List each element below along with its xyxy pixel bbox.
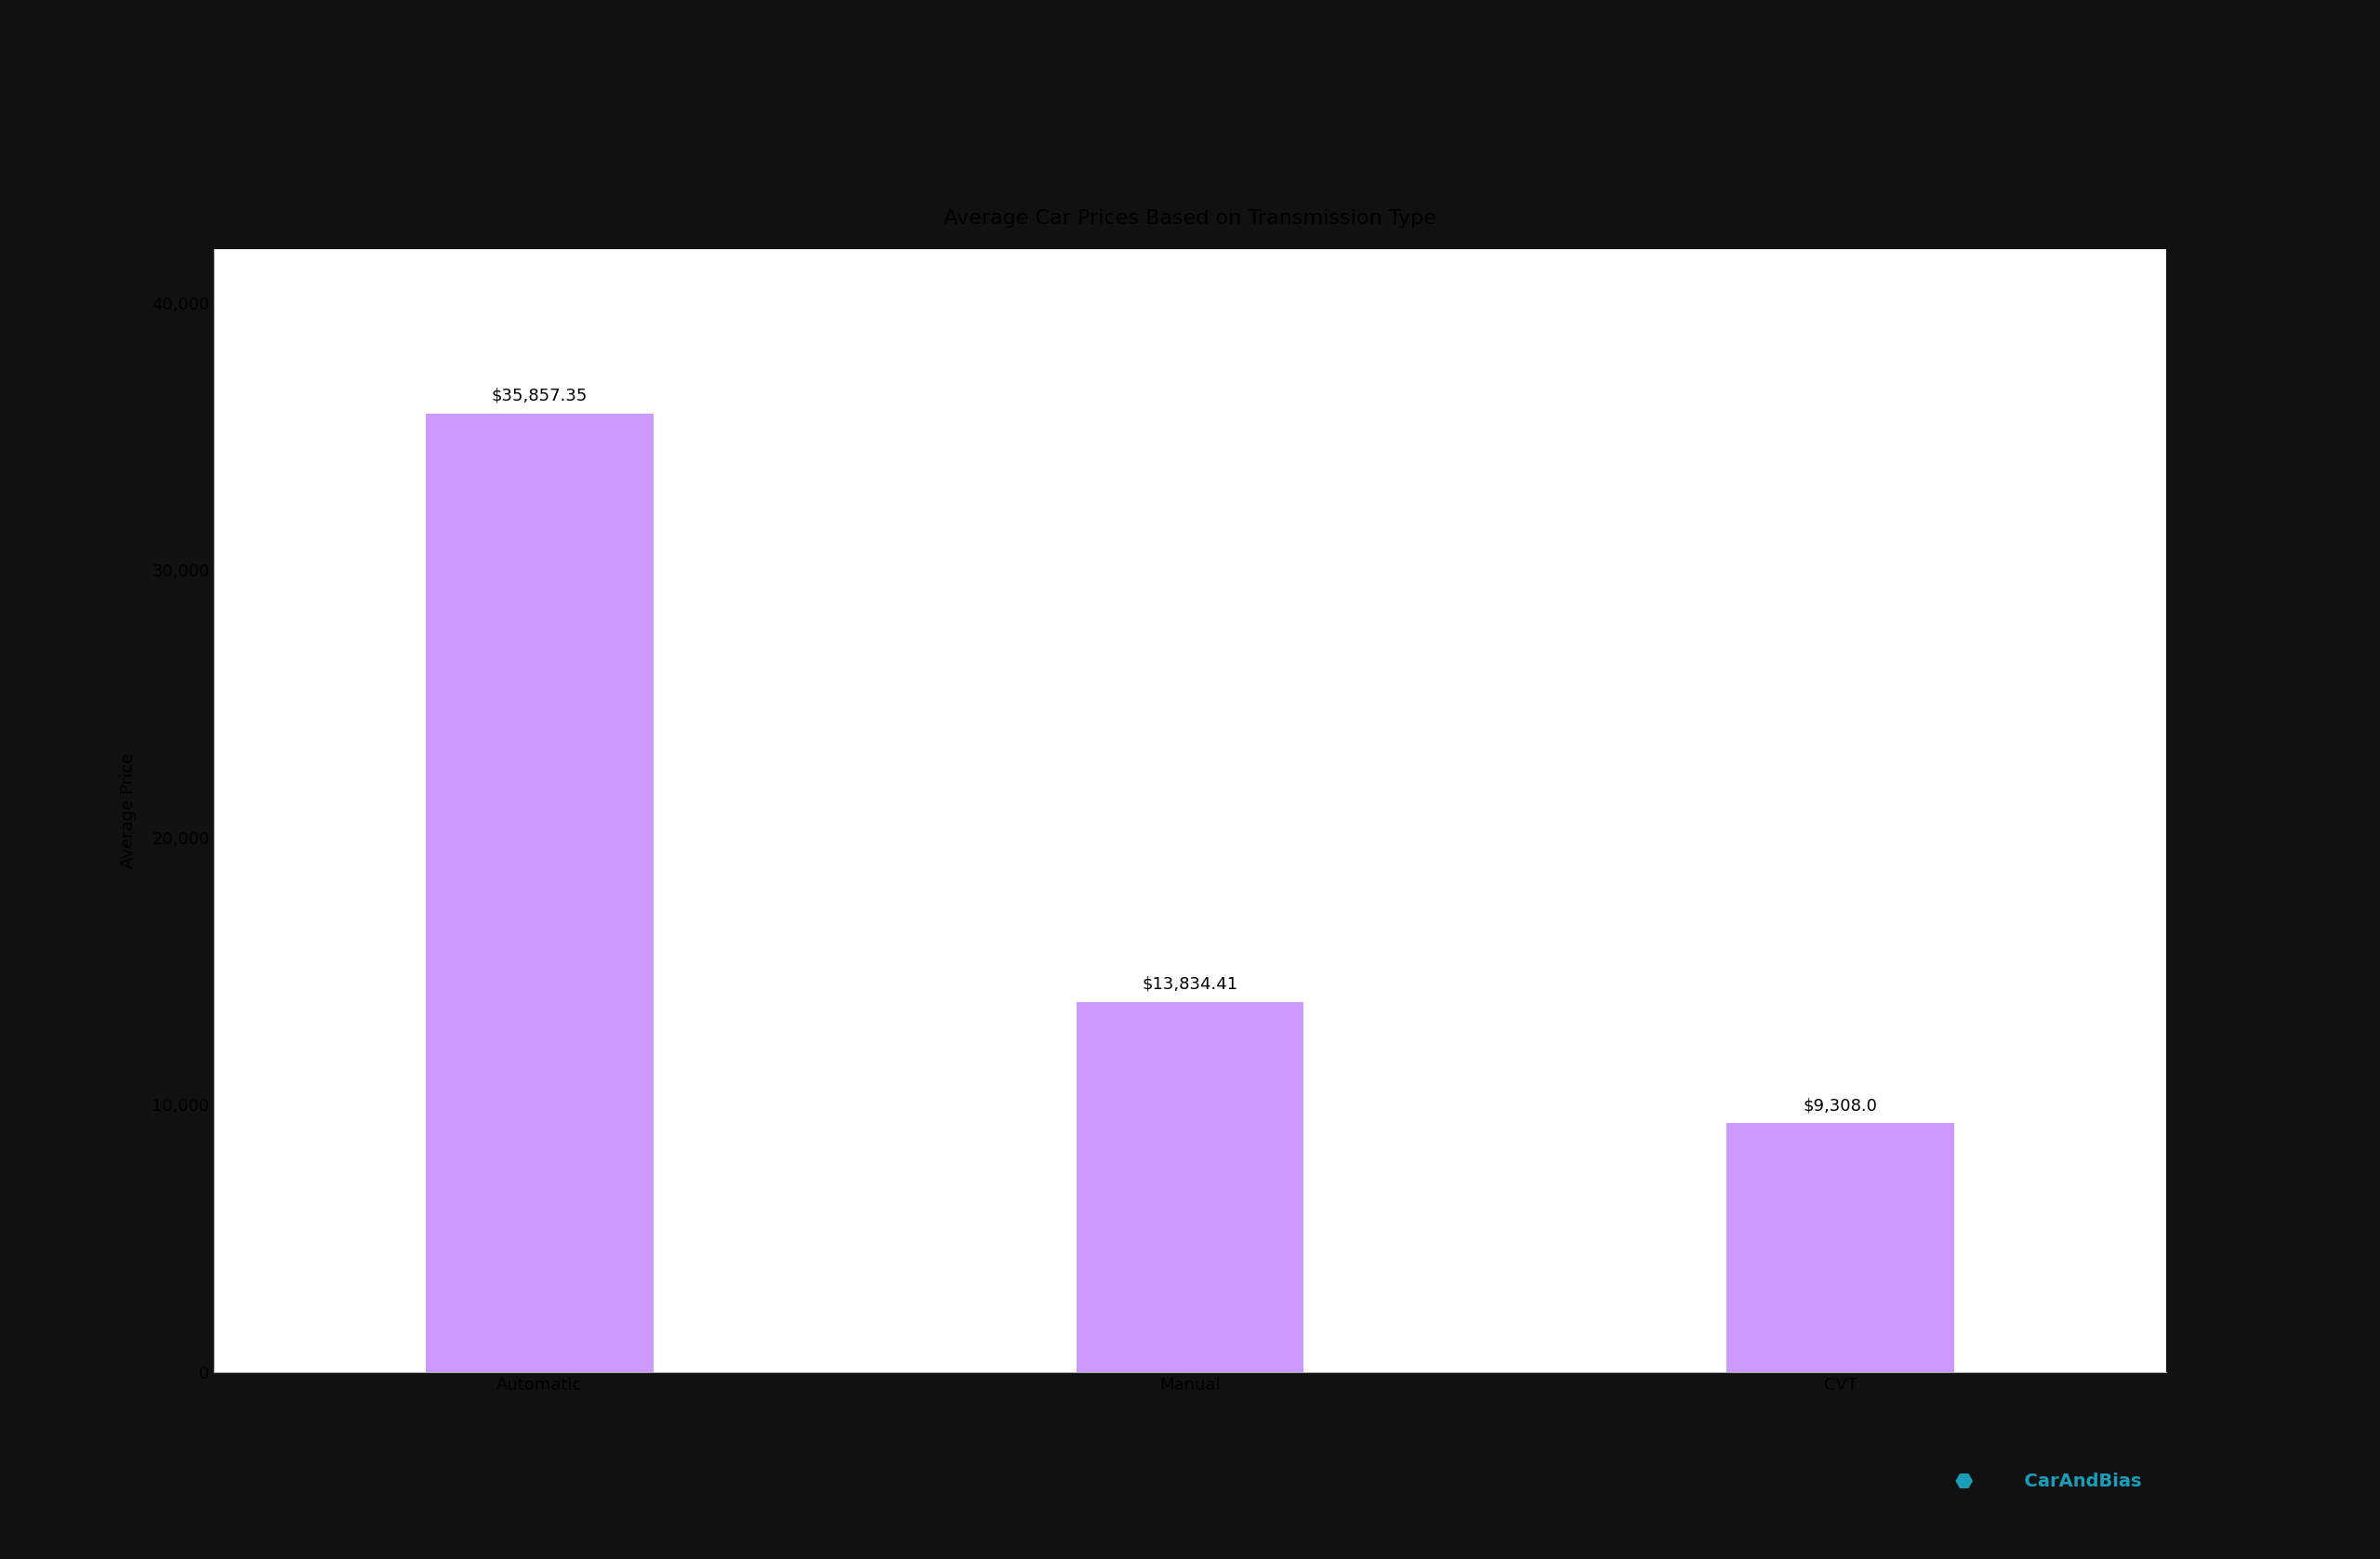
Text: $13,834.41: $13,834.41 — [1142, 976, 1238, 993]
Bar — [1726, 1122, 1954, 1372]
Bar — [426, 413, 652, 1372]
Text: $35,857.35: $35,857.35 — [490, 388, 588, 404]
Text: ⬣: ⬣ — [1954, 1472, 1973, 1490]
Title: Average Car Prices Based on Transmission Type: Average Car Prices Based on Transmission… — [945, 209, 1435, 228]
Text: $9,308.0: $9,308.0 — [1804, 1098, 1878, 1113]
Text: CarAndBias: CarAndBias — [2013, 1472, 2142, 1490]
Bar — [1076, 1002, 1304, 1372]
Y-axis label: Average Price: Average Price — [119, 753, 136, 868]
